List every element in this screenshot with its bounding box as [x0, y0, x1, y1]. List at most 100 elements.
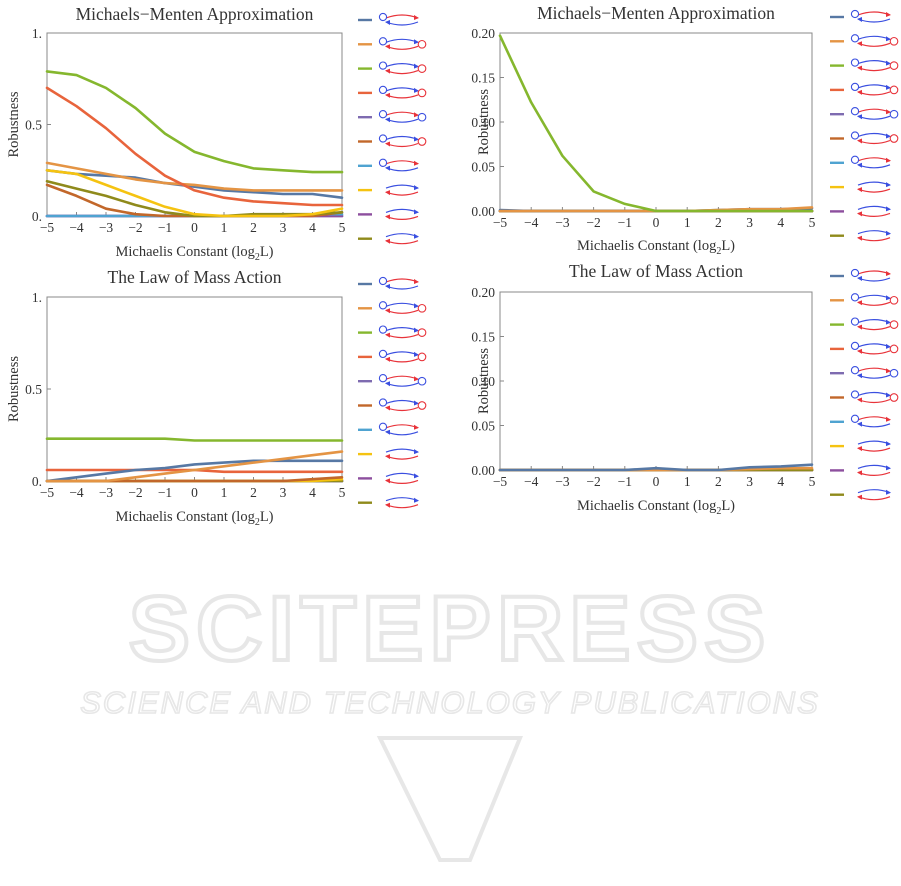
chart-panel-4: The Law of Mass Action −5 −4 −3 −2 −1 0 1 2 3 4 5 0.…	[471, 261, 899, 517]
motif-self-loop	[378, 349, 388, 359]
network-motif-icon	[850, 58, 899, 72]
motif-self-loop	[378, 12, 388, 22]
motif-edge-top	[857, 416, 891, 421]
series-line-3	[45, 437, 344, 442]
motif-arrowhead	[857, 324, 862, 330]
motif-edge-bottom	[385, 118, 419, 123]
y-tick-label: 0.5	[25, 118, 42, 133]
y-axis-label: Robustness	[6, 91, 22, 157]
x-tick-label: 3	[746, 474, 753, 489]
legend-item	[830, 440, 891, 452]
motif-edge-top	[385, 278, 419, 283]
motif-arrowhead	[886, 109, 891, 115]
legend-item	[358, 422, 419, 436]
motif-arrowhead	[414, 39, 419, 45]
plot-frame	[46, 296, 343, 482]
chart-title: Michaels−Menten Approximation	[76, 4, 314, 24]
x-tick-label: −3	[99, 485, 114, 500]
network-motif-icon	[857, 489, 891, 501]
y-tick-label: 0.05	[471, 160, 495, 175]
legend-item	[358, 276, 419, 290]
motif-edge-top	[857, 60, 891, 65]
legend-item	[358, 398, 427, 412]
y-tick-label: 0.15	[471, 330, 495, 345]
motif-self-loop	[850, 390, 860, 399]
motif-self-loop	[417, 137, 427, 146]
motif-edge-bottom	[857, 115, 891, 120]
network-motif-icon	[385, 208, 419, 220]
motif-edge-bottom	[857, 139, 891, 145]
motif-edge-top	[857, 489, 891, 494]
motif-edge-bottom	[857, 277, 891, 282]
y-tick-label: 0.	[32, 209, 42, 224]
motif-arrowhead	[886, 489, 891, 495]
y-axis-label: Robustness	[6, 356, 22, 422]
motif-self-loop	[889, 109, 899, 119]
legend-item	[830, 464, 891, 476]
network-motif-icon	[850, 414, 891, 428]
motif-self-loop	[417, 376, 427, 386]
network-motif-icon	[857, 440, 891, 452]
y-tick-label: 1.	[32, 290, 42, 305]
y-tick-label: 0.05	[471, 419, 495, 434]
network-motif-icon	[857, 464, 891, 476]
motif-edge-bottom	[857, 471, 891, 476]
y-tick-label: 1.	[32, 26, 42, 41]
legend-item	[830, 58, 899, 72]
x-tick-label: −3	[555, 215, 570, 230]
x-tick-label: 2	[250, 220, 257, 235]
motif-edge-top	[385, 14, 419, 19]
motif-self-loop	[889, 320, 899, 329]
motif-arrowhead	[857, 348, 862, 354]
legend-item	[358, 301, 427, 314]
motif-arrowhead	[857, 300, 862, 306]
motif-arrowhead	[414, 303, 419, 309]
motif-self-loop	[378, 374, 388, 383]
legend-item	[830, 34, 899, 47]
motif-arrowhead	[385, 238, 390, 244]
motif-arrowhead	[385, 381, 390, 387]
network-motif-icon	[378, 61, 427, 75]
y-tick-label: 0.5	[25, 382, 42, 397]
x-tick-label: −4	[524, 215, 539, 230]
motif-arrowhead	[886, 12, 891, 17]
legend-item	[358, 184, 419, 196]
network-motif-icon	[850, 107, 899, 120]
motif-arrowhead	[414, 497, 419, 503]
motif-arrowhead	[857, 41, 862, 47]
legend-item	[358, 134, 427, 148]
motif-edge-bottom	[857, 18, 891, 23]
motif-self-loop	[850, 293, 860, 302]
plot-frame	[46, 32, 343, 217]
motif-edge-bottom	[857, 188, 891, 193]
x-tick-label: 0	[191, 220, 198, 235]
y-tick-label: 0.15	[471, 71, 495, 86]
motif-arrowhead	[414, 160, 419, 166]
motif-self-loop	[378, 398, 388, 407]
motif-arrowhead	[385, 308, 390, 314]
legend	[358, 12, 427, 245]
motif-self-loop	[850, 414, 860, 423]
network-motif-icon	[378, 276, 419, 290]
motif-edge-top	[857, 391, 891, 397]
x-tick-label: −2	[128, 485, 142, 500]
motif-self-loop	[417, 401, 427, 410]
motif-self-loop	[850, 107, 860, 116]
motif-self-loop	[889, 344, 899, 354]
series-line-8	[45, 169, 344, 218]
motif-self-loop	[378, 37, 388, 46]
x-tick-label: −4	[524, 474, 539, 489]
motif-arrowhead	[414, 209, 419, 215]
motif-edge-top	[857, 464, 891, 469]
legend-item	[358, 110, 427, 123]
watermark-emblem	[376, 736, 523, 862]
motif-arrowhead	[886, 465, 891, 471]
x-tick-label: −4	[69, 220, 84, 235]
motif-edge-top	[385, 135, 419, 141]
motif-arrowhead	[385, 284, 390, 289]
network-motif-icon	[378, 37, 427, 50]
network-motif-icon	[857, 181, 891, 193]
motif-arrowhead	[414, 15, 419, 20]
motif-edge-bottom	[385, 479, 419, 484]
x-tick-label: 4	[309, 485, 316, 500]
